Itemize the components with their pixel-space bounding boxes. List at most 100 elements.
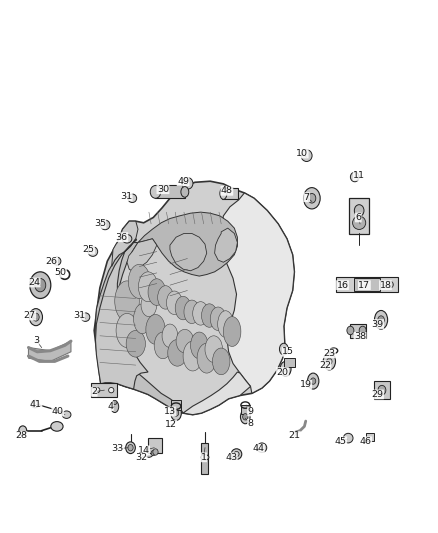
Ellipse shape (354, 205, 364, 216)
Ellipse shape (126, 330, 145, 357)
Bar (241, 405, 250, 414)
Ellipse shape (148, 279, 166, 305)
Ellipse shape (113, 400, 117, 405)
Bar (354, 278, 380, 291)
Text: 28: 28 (15, 432, 27, 440)
Text: 45: 45 (335, 437, 347, 446)
Polygon shape (336, 277, 398, 292)
Ellipse shape (231, 449, 242, 459)
Bar (91, 384, 117, 397)
Ellipse shape (111, 401, 119, 413)
Ellipse shape (166, 291, 182, 314)
Ellipse shape (151, 450, 155, 456)
Text: 39: 39 (371, 320, 384, 328)
Ellipse shape (279, 343, 288, 355)
Bar (171, 400, 181, 410)
Bar (366, 433, 374, 441)
Text: 31: 31 (73, 311, 85, 320)
Bar (155, 185, 185, 198)
Ellipse shape (212, 348, 230, 375)
Ellipse shape (35, 279, 46, 292)
Polygon shape (94, 181, 294, 415)
Text: 33: 33 (111, 445, 124, 453)
Bar (223, 188, 238, 199)
Ellipse shape (134, 304, 151, 334)
Ellipse shape (311, 378, 316, 384)
Text: 24: 24 (28, 278, 40, 287)
Ellipse shape (280, 361, 291, 376)
Ellipse shape (168, 340, 187, 366)
Ellipse shape (323, 353, 336, 370)
Text: 38: 38 (354, 333, 366, 341)
Ellipse shape (122, 235, 132, 243)
Ellipse shape (162, 324, 178, 348)
Polygon shape (95, 243, 183, 413)
Ellipse shape (343, 281, 348, 288)
Ellipse shape (29, 309, 42, 326)
Ellipse shape (100, 220, 110, 230)
Ellipse shape (347, 326, 354, 335)
Text: 8: 8 (247, 419, 254, 428)
Ellipse shape (33, 313, 39, 321)
Text: 1: 1 (201, 453, 207, 462)
Polygon shape (215, 228, 237, 262)
Text: 12: 12 (165, 421, 177, 429)
Text: 19: 19 (300, 381, 312, 389)
Text: 4: 4 (107, 402, 113, 410)
Text: 36: 36 (116, 233, 128, 241)
Ellipse shape (373, 281, 378, 288)
Text: 32: 32 (135, 453, 147, 462)
Ellipse shape (153, 449, 158, 455)
Ellipse shape (19, 426, 27, 435)
Text: 23: 23 (323, 349, 336, 358)
Text: 22: 22 (319, 361, 331, 369)
Text: 31: 31 (120, 192, 132, 200)
Text: 13: 13 (164, 407, 176, 416)
Ellipse shape (378, 316, 385, 324)
Ellipse shape (109, 387, 114, 393)
Ellipse shape (201, 304, 217, 327)
Ellipse shape (378, 385, 386, 395)
Ellipse shape (53, 257, 61, 265)
Ellipse shape (171, 406, 181, 421)
Ellipse shape (126, 442, 135, 454)
Text: 18: 18 (379, 281, 392, 289)
Ellipse shape (145, 449, 153, 457)
Text: 20: 20 (276, 368, 289, 376)
Ellipse shape (197, 343, 216, 373)
Ellipse shape (30, 272, 51, 298)
Ellipse shape (201, 455, 209, 460)
Ellipse shape (357, 281, 363, 288)
Ellipse shape (353, 216, 366, 229)
Polygon shape (95, 239, 148, 389)
Polygon shape (350, 324, 366, 338)
Ellipse shape (183, 341, 202, 371)
Bar (284, 358, 294, 367)
Ellipse shape (301, 150, 312, 161)
Ellipse shape (141, 293, 157, 317)
Ellipse shape (51, 422, 63, 431)
Ellipse shape (158, 286, 173, 309)
Ellipse shape (359, 326, 366, 335)
Text: 16: 16 (336, 281, 349, 289)
Text: 50: 50 (54, 269, 67, 277)
Text: 7: 7 (304, 193, 310, 201)
Text: 41: 41 (30, 400, 42, 408)
Text: 21: 21 (288, 432, 300, 440)
Text: 14: 14 (138, 446, 150, 455)
Text: 46: 46 (360, 437, 372, 446)
Text: 9: 9 (247, 407, 254, 416)
Ellipse shape (176, 329, 194, 353)
Text: 17: 17 (358, 281, 371, 289)
Ellipse shape (95, 387, 100, 393)
Ellipse shape (210, 307, 226, 330)
Text: 35: 35 (94, 220, 106, 228)
Ellipse shape (150, 185, 161, 198)
Ellipse shape (182, 177, 193, 189)
Ellipse shape (128, 445, 133, 451)
Text: 2: 2 (91, 387, 97, 396)
Ellipse shape (243, 414, 248, 420)
Polygon shape (183, 372, 251, 415)
Ellipse shape (181, 187, 189, 197)
Ellipse shape (220, 188, 227, 199)
